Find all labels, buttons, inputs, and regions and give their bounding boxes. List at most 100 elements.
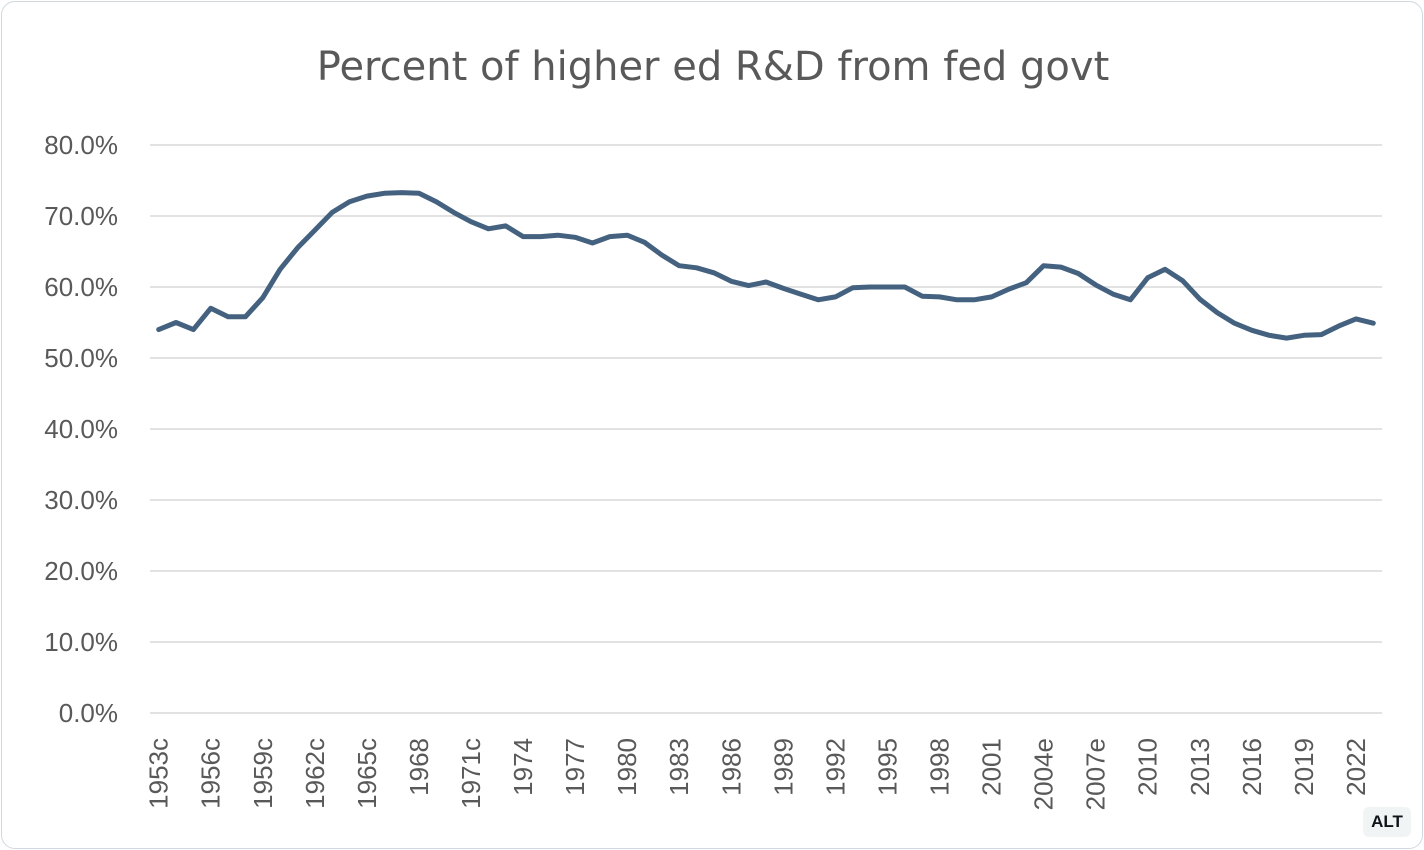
data-point: [313, 228, 317, 232]
chart-title: Percent of higher ed R&D from fed govt: [317, 44, 1110, 90]
x-tick-label: 2022: [1341, 738, 1371, 796]
x-tick-label: 1962c: [300, 738, 330, 809]
data-point: [799, 292, 803, 296]
data-point: [209, 306, 213, 310]
data-point: [1024, 281, 1028, 285]
data-point: [1198, 297, 1202, 301]
x-tick-label: 2001: [977, 738, 1007, 796]
data-point: [434, 200, 438, 204]
data-point: [920, 294, 924, 298]
y-axis-ticks: 0.0% 10.0% 20.0% 30.0% 40.0% 50.0% 60.0% 70.0% 8…: [44, 130, 118, 728]
data-point: [625, 233, 629, 237]
x-tick-label: 1965c: [352, 738, 382, 809]
y-tick-label: 0.0%: [59, 698, 118, 728]
data-point: [1146, 276, 1150, 280]
data-point: [972, 298, 976, 302]
data-point: [729, 279, 733, 283]
data-point: [452, 210, 456, 214]
data-point: [261, 296, 265, 300]
data-point: [816, 298, 820, 302]
x-tick-label: 1986: [716, 738, 746, 796]
x-tick-label: 2010: [1133, 738, 1163, 796]
data-point: [157, 328, 161, 332]
data-point: [1302, 333, 1306, 337]
data-point: [660, 253, 664, 257]
data-point: [1371, 321, 1375, 325]
series-line: [156, 190, 1376, 341]
series-layer: [156, 190, 1376, 341]
x-tick-label: 1959c: [248, 738, 278, 809]
x-tick-label: 2016: [1237, 738, 1267, 796]
data-point: [695, 266, 699, 270]
x-tick-label: 1983: [664, 738, 694, 796]
data-point: [1163, 267, 1167, 271]
data-point: [1007, 287, 1011, 291]
x-tick-label: 1977: [560, 738, 590, 796]
data-point: [677, 264, 681, 268]
data-point: [191, 328, 195, 332]
data-point: [573, 235, 577, 239]
data-point: [747, 284, 751, 288]
data-point: [521, 235, 525, 239]
data-point: [486, 227, 490, 231]
data-point: [1267, 333, 1271, 337]
data-point: [1076, 272, 1080, 276]
data-point: [1059, 265, 1063, 269]
alt-text-button[interactable]: ALT: [1363, 807, 1411, 837]
data-point: [833, 295, 837, 299]
data-point: [990, 295, 994, 299]
data-point: [712, 271, 716, 275]
data-point: [955, 298, 959, 302]
data-point: [365, 194, 369, 198]
x-tick-label: 2019: [1289, 738, 1319, 796]
data-point: [382, 191, 386, 195]
data-point: [1111, 292, 1115, 296]
data-point: [868, 285, 872, 289]
data-point: [330, 210, 334, 214]
data-point: [590, 241, 594, 245]
data-point: [538, 235, 542, 239]
data-point: [226, 315, 230, 319]
y-tick-label: 10.0%: [44, 627, 118, 657]
data-point: [764, 280, 768, 284]
data-point: [348, 200, 352, 204]
x-tick-label: 2013: [1185, 738, 1215, 796]
data-point: [174, 321, 178, 325]
data-point: [1354, 317, 1358, 321]
gridlines: [150, 144, 1382, 714]
data-point: [400, 191, 404, 195]
data-point: [1094, 283, 1098, 287]
data-point: [1285, 336, 1289, 340]
data-point: [938, 295, 942, 299]
y-tick-label: 70.0%: [44, 201, 118, 231]
y-tick-label: 30.0%: [44, 485, 118, 515]
data-point: [295, 246, 299, 250]
x-tick-label: 1989: [768, 738, 798, 796]
data-point: [885, 285, 889, 289]
y-tick-label: 60.0%: [44, 272, 118, 302]
x-tick-label: 1974: [508, 738, 538, 796]
x-tick-label: 1980: [612, 738, 642, 796]
x-tick-label: 2007e: [1081, 738, 1111, 810]
data-point: [1128, 298, 1132, 302]
x-tick-label: 1995: [872, 738, 902, 796]
data-point: [243, 315, 247, 319]
x-tick-label: 1971c: [456, 738, 486, 809]
data-point: [643, 240, 647, 244]
data-point: [1319, 333, 1323, 337]
x-tick-label: 1953c: [144, 738, 174, 809]
y-tick-label: 40.0%: [44, 414, 118, 444]
x-tick-label: 1968: [404, 738, 434, 796]
x-tick-label: 1998: [925, 738, 955, 796]
data-point: [504, 224, 508, 228]
y-tick-label: 20.0%: [44, 556, 118, 586]
data-point: [417, 191, 421, 195]
data-point: [556, 233, 560, 237]
data-point: [1233, 321, 1237, 325]
x-tick-label: 2004e: [1029, 738, 1059, 810]
data-point: [1250, 328, 1254, 332]
data-point: [1042, 264, 1046, 268]
y-tick-label: 50.0%: [44, 343, 118, 373]
